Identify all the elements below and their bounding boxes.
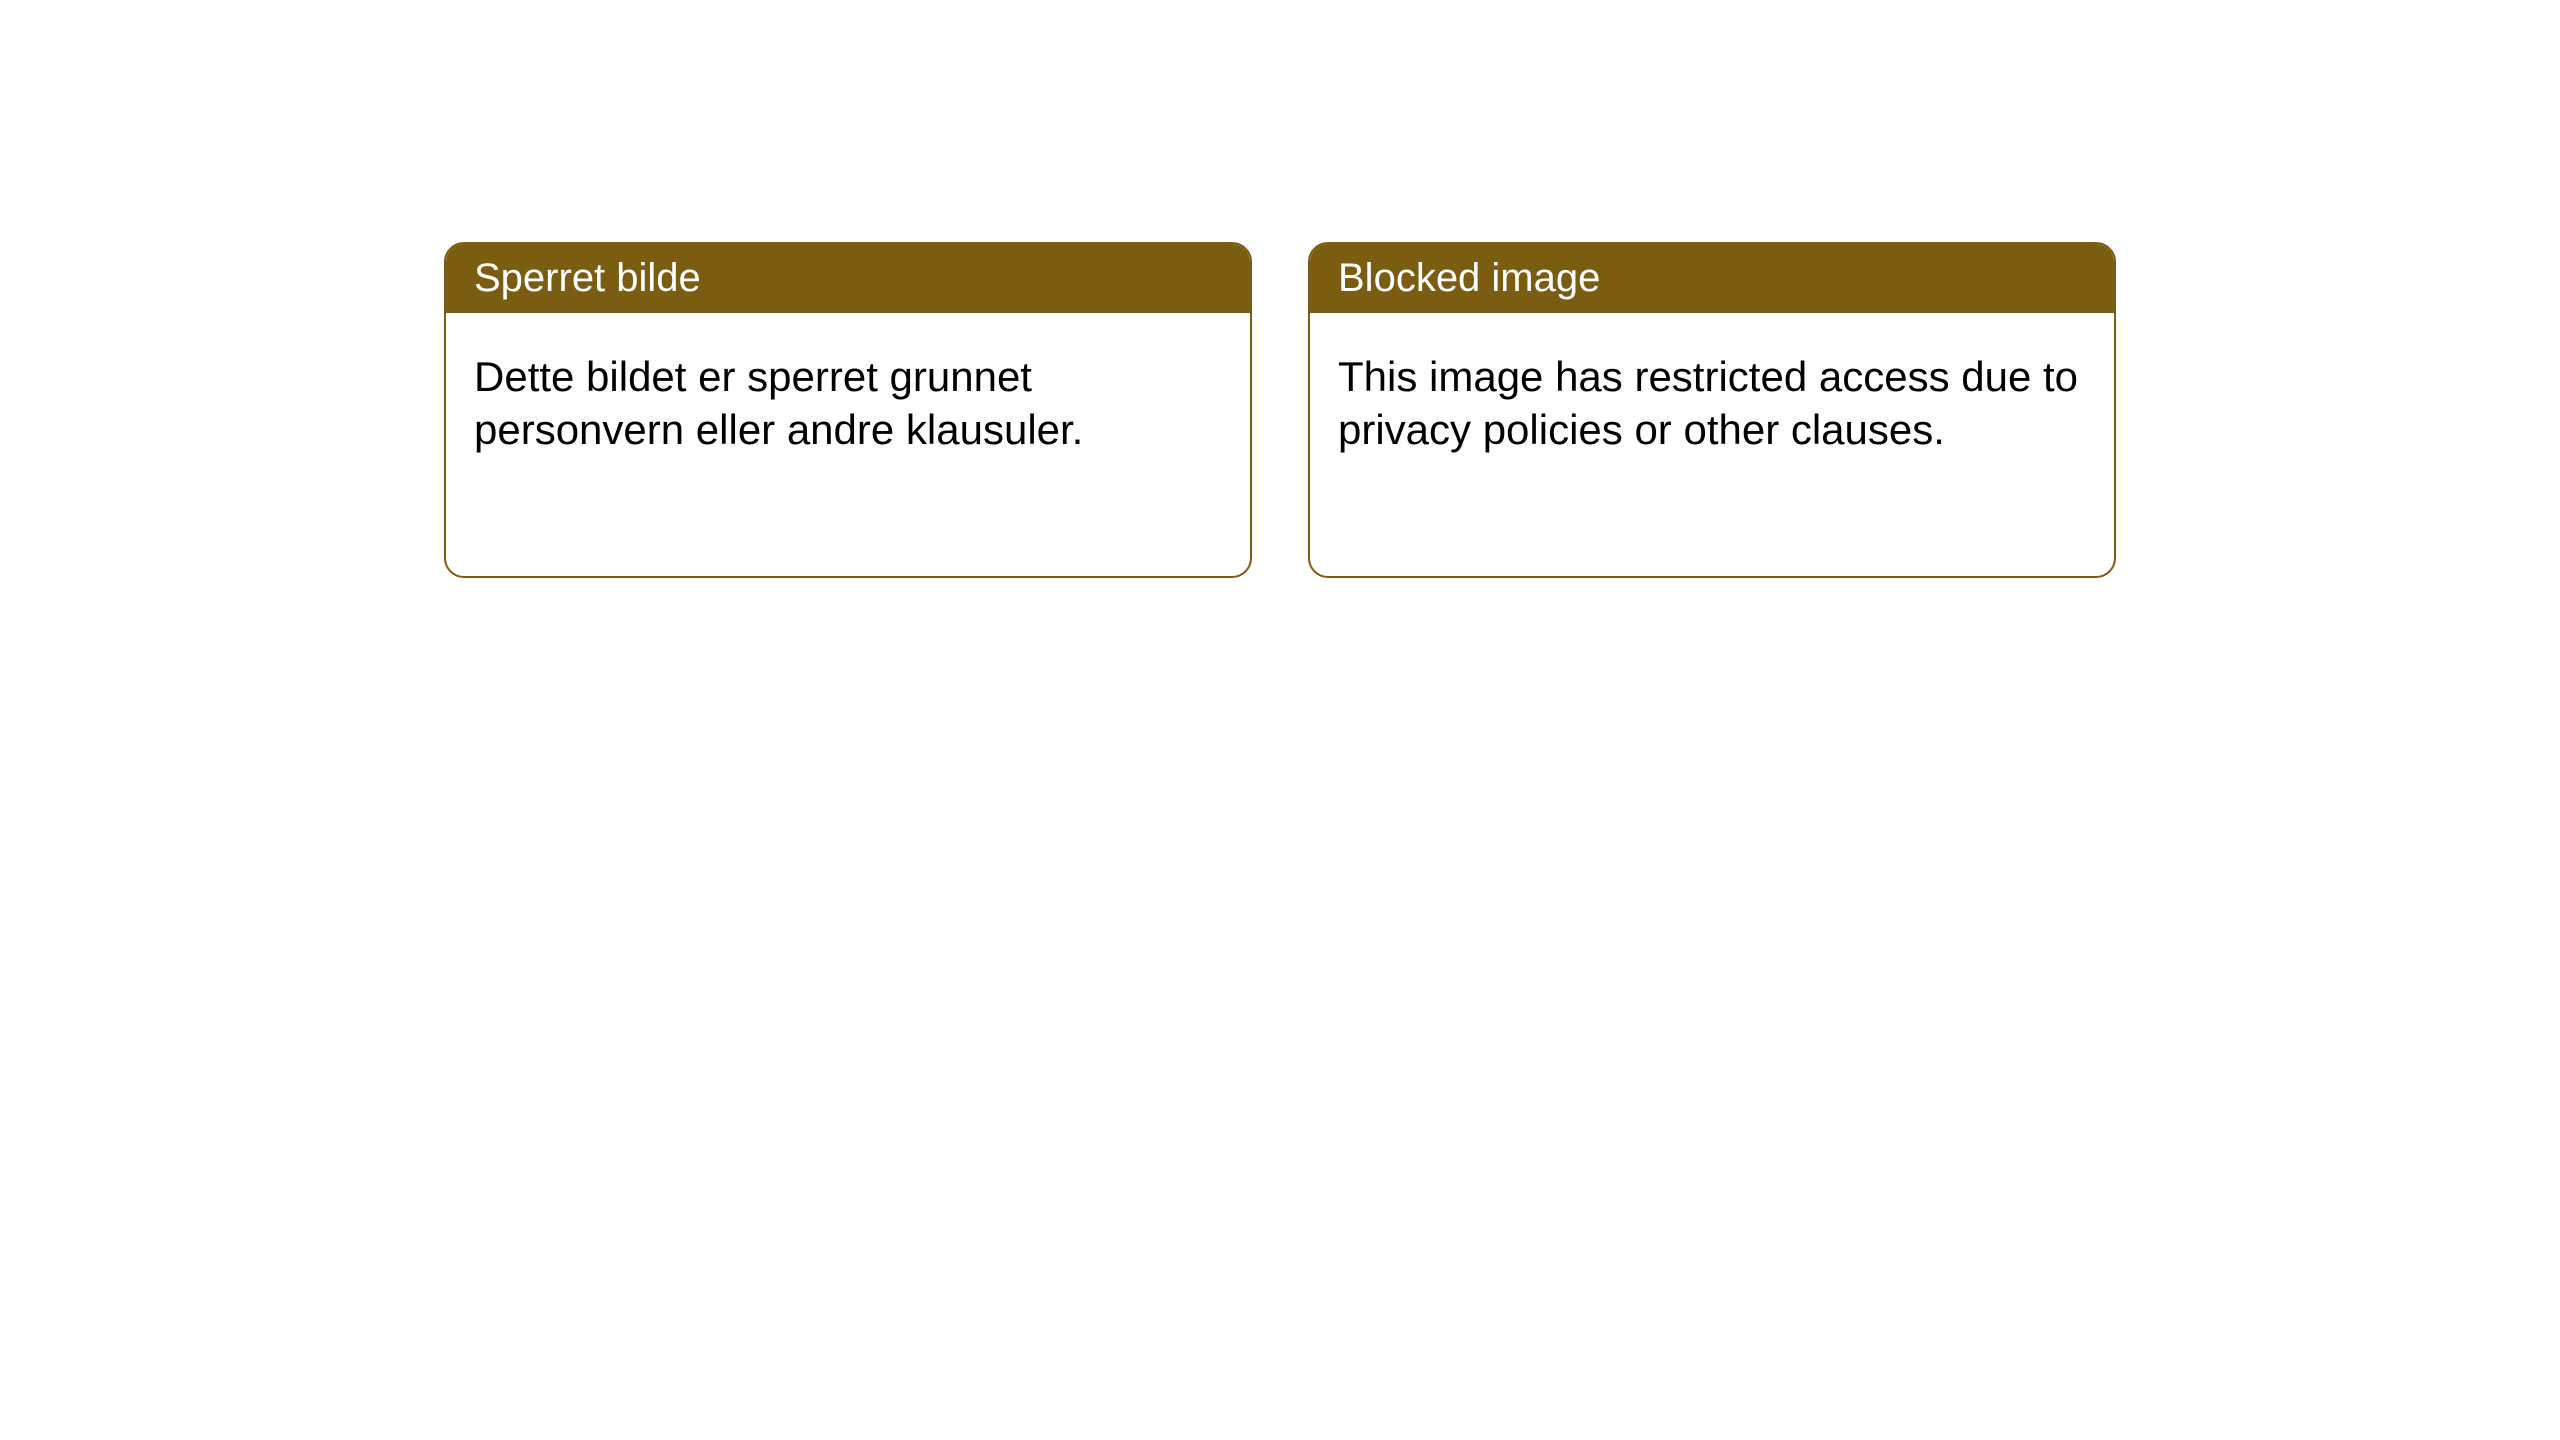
notice-card-english: Blocked image This image has restricted … (1308, 242, 2116, 578)
notice-card-norwegian: Sperret bilde Dette bildet er sperret gr… (444, 242, 1252, 578)
card-body: Dette bildet er sperret grunnet personve… (446, 313, 1250, 494)
card-header: Sperret bilde (446, 244, 1250, 313)
card-title: Blocked image (1338, 256, 1600, 300)
card-body-text: This image has restricted access due to … (1338, 353, 2078, 453)
card-header: Blocked image (1310, 244, 2114, 313)
card-body-text: Dette bildet er sperret grunnet personve… (474, 353, 1083, 453)
card-title: Sperret bilde (474, 256, 701, 300)
card-body: This image has restricted access due to … (1310, 313, 2114, 494)
notice-container: Sperret bilde Dette bildet er sperret gr… (0, 0, 2560, 578)
